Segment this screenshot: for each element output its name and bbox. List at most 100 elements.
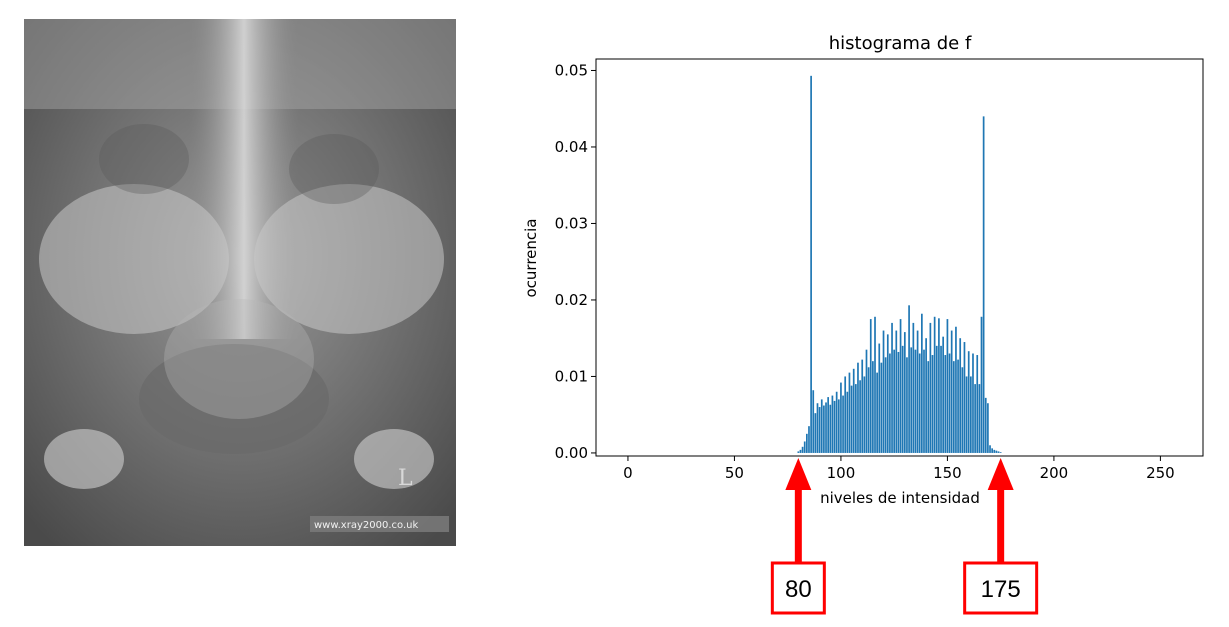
histogram-bar [984,397,987,453]
histogram-bar [952,361,955,453]
histogram-bar [893,349,896,453]
histogram-bar [925,338,927,453]
x-tick-label: 100 [827,464,856,482]
histogram-bar [867,367,870,453]
histogram-bar [846,391,849,453]
histogram-bar [801,446,804,453]
histogram-bar [944,355,947,453]
annotation-label: 80 [785,576,812,603]
histogram-bar [872,361,874,453]
plot-frame [595,58,1204,457]
annotation-box [963,561,1039,615]
histogram-bar [999,452,1002,453]
histogram-bar [842,395,844,453]
histogram-bar [948,353,951,453]
histogram-bar [899,319,902,453]
histogram-bar [946,319,949,453]
x-tick-label: 200 [1040,464,1069,482]
y-tick-label: 0.02 [555,291,588,309]
histogram-bar [878,343,881,453]
histogram-bar [891,322,893,453]
histogram-bar [850,385,853,453]
annotation-box [770,561,826,615]
annotation-arrow-head [785,458,812,490]
histogram-bar [833,400,836,453]
histogram-bar [903,332,906,453]
histogram-bar [831,395,834,453]
y-axis-ticks: 0.00 0.01 0.02 0.03 0.04 0.05 [555,61,596,462]
x-tick-label: 0 [623,464,633,482]
histogram-bar [916,330,919,453]
histogram-bar [895,330,898,453]
histogram-bar [959,338,962,453]
watermark-text: www.xray2000.co.uk [314,520,418,531]
histogram-bar [884,357,887,453]
histogram-bar [825,402,827,453]
histogram-bar [799,449,802,453]
threshold-annotations: 80 175 [770,458,1039,615]
histogram-bar [991,448,993,453]
histogram-bar [901,345,904,453]
histogram-bar [869,319,872,453]
histogram-bar [835,391,838,453]
histogram-bar [965,376,968,453]
histogram-bar [974,384,976,453]
side-marker-label: L [398,466,413,491]
histogram-bar [978,384,981,453]
plot-area [595,58,1204,457]
annotation-label: 175 [981,576,1021,603]
histogram-bar [818,407,821,453]
histogram-bar [889,353,891,453]
histogram-bar [897,351,900,453]
histogram-bar [865,349,868,453]
histogram-bar [910,347,913,453]
histogram-bar [957,359,959,453]
histogram-bar [927,361,930,453]
y-tick-label: 0.03 [555,214,588,232]
x-axis-label: niveles de intensidad [820,489,980,507]
histogram-bar [987,403,989,453]
y-tick-label: 0.05 [555,61,588,79]
histogram-bar [995,450,998,453]
histogram-bar [961,367,964,453]
histogram-bar [797,451,800,453]
histogram-bar [921,313,923,453]
histogram-bar [950,330,953,453]
histogram-bar [803,441,806,453]
histogram-bar [812,390,815,453]
histogram-bar [880,362,883,453]
histogram-bar [929,322,932,453]
y-axis-label: ocurrencia [522,218,540,297]
histogram-bar [918,353,921,453]
x-tick-label: 150 [933,464,962,482]
histogram-bar [914,349,917,453]
histogram-bar [806,433,808,453]
histogram-bar [863,376,866,453]
histogram-bar [859,380,861,453]
histogram-bar [980,316,983,453]
y-tick-label: 0.01 [555,367,588,385]
chart-title: histograma de f [829,33,972,54]
xray-image: L www.xray2000.co.uk [24,19,456,546]
histogram-bar [816,403,819,453]
histogram-bar [967,351,970,453]
y-tick-label: 0.04 [555,138,588,156]
histogram-bar [840,382,842,453]
x-tick-label: 250 [1146,464,1175,482]
histogram-bar [933,316,936,453]
histogram-bar [923,349,925,453]
histogram-bar [931,355,934,453]
histogram-bar [861,359,864,453]
histogram-bar [935,345,938,453]
histogram-bar [820,399,823,453]
y-tick-label: 0.00 [555,444,588,462]
histogram-bar [814,413,817,453]
histogram-bar [908,305,910,453]
histogram-bar [972,353,974,453]
histogram-bar [827,397,829,453]
histogram-bar [882,330,885,453]
histogram-bar [942,336,945,453]
histogram-bar [989,445,991,453]
histogram-bar [886,334,889,453]
